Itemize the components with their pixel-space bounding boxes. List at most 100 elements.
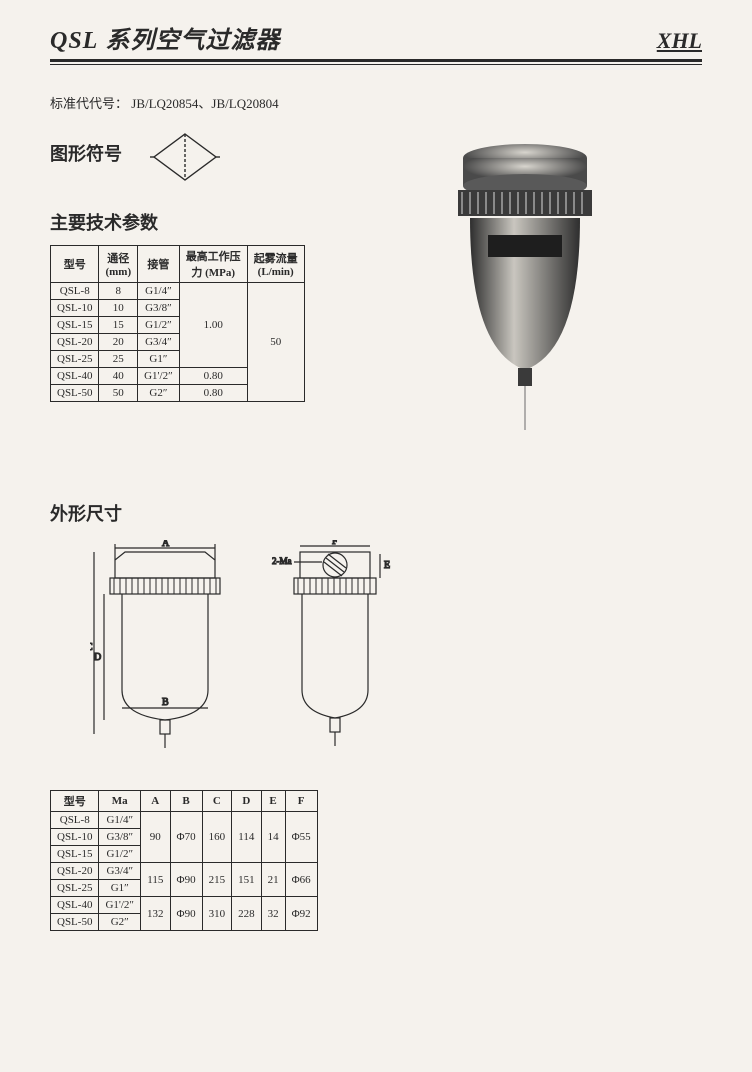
cell: 10 [99, 300, 138, 317]
cell: Φ90 [170, 897, 202, 931]
cell: 160 [202, 812, 232, 863]
cell: 310 [202, 897, 232, 931]
cell: G3/4″ [99, 863, 141, 880]
cell: G1'/2″ [99, 897, 141, 914]
cell: 114 [232, 812, 262, 863]
col-bore: 通径 (mm) [99, 246, 138, 283]
table-row: QSL-8 G1/4″ 90 Φ70 160 114 14 Φ55 [51, 812, 318, 829]
cell: G1'/2″ [138, 368, 180, 385]
svg-text:E: E [384, 560, 390, 571]
cell: QSL-10 [51, 300, 99, 317]
col-thread: 接管 [138, 246, 180, 283]
cell: 228 [232, 897, 262, 931]
params-table: 型号 通径 (mm) 接管 最高工作压 力 (MPa) 起雾流量 (L/min)… [50, 245, 305, 402]
cell: QSL-15 [51, 317, 99, 334]
cell: 115 [141, 863, 171, 897]
cell: QSL-8 [51, 283, 99, 300]
page-header: QSL 系列空气过滤器 XHL [50, 20, 702, 55]
cell: 151 [232, 863, 262, 897]
cell: G1/4″ [99, 812, 141, 829]
cell: QSL-20 [51, 863, 99, 880]
col-f: F [285, 791, 317, 812]
svg-text:F: F [332, 540, 338, 547]
product-photo [430, 140, 620, 430]
table-header-row: 型号 通径 (mm) 接管 最高工作压 力 (MPa) 起雾流量 (L/min) [51, 246, 305, 283]
cell: G3/8″ [138, 300, 180, 317]
graphic-symbol-icon [150, 130, 220, 185]
cell: QSL-50 [51, 385, 99, 402]
cell: 21 [261, 863, 285, 897]
col-model: 型号 [51, 246, 99, 283]
cell-pressure-merged: 1.00 [179, 283, 247, 368]
cell: 32 [261, 897, 285, 931]
cell: QSL-40 [51, 368, 99, 385]
col-model: 型号 [51, 791, 99, 812]
brand-logo: XHL [657, 28, 702, 54]
svg-text:C: C [90, 642, 93, 653]
col-c: C [202, 791, 232, 812]
cell: 15 [99, 317, 138, 334]
section-symbol-heading: 图形符号 [50, 140, 122, 166]
dim-drawing-side-icon: F E 2-Ma [270, 540, 400, 750]
cell: 215 [202, 863, 232, 897]
svg-text:D: D [94, 652, 101, 663]
cell: G1″ [99, 880, 141, 897]
cell: QSL-50 [51, 914, 99, 931]
cell: G1″ [138, 351, 180, 368]
cell: G2″ [99, 914, 141, 931]
col-b: B [170, 791, 202, 812]
cell: Φ66 [285, 863, 317, 897]
cell: 8 [99, 283, 138, 300]
cell: QSL-25 [51, 880, 99, 897]
cell: G1/2″ [99, 846, 141, 863]
dim-drawing-front-icon: A [90, 540, 240, 750]
cell: Φ92 [285, 897, 317, 931]
dimensions-table: 型号 Ma A B C D E F QSL-8 G1/4″ 90 Φ70 160… [50, 790, 318, 931]
filter-photo-icon [430, 140, 620, 430]
cell: 0.80 [179, 368, 247, 385]
cell: QSL-20 [51, 334, 99, 351]
cell: 0.80 [179, 385, 247, 402]
cell: 40 [99, 368, 138, 385]
section-params-heading: 主要技术参数 [50, 209, 390, 235]
table-row: QSL-40 G1'/2″ 132 Φ90 310 228 32 Φ92 [51, 897, 318, 914]
rule-thick [50, 59, 702, 62]
col-flow: 起雾流量 (L/min) [247, 246, 304, 283]
svg-text:2-Ma: 2-Ma [272, 556, 292, 566]
cell: Φ70 [170, 812, 202, 863]
cell: 90 [141, 812, 171, 863]
cell: G2″ [138, 385, 180, 402]
section-dims-heading: 外形尺寸 [50, 500, 702, 526]
cell: G1/4″ [138, 283, 180, 300]
col-ma: Ma [99, 791, 141, 812]
col-pressure: 最高工作压 力 (MPa) [179, 246, 247, 283]
cell: QSL-25 [51, 351, 99, 368]
cell: 25 [99, 351, 138, 368]
rule-thin [50, 64, 702, 65]
standard-codes-line: 标准代代号： JB/LQ20854、JB/LQ20804 [50, 93, 702, 112]
standard-label: 标准代代号： [50, 96, 128, 111]
table-row: QSL-20 G3/4″ 115 Φ90 215 151 21 Φ66 [51, 863, 318, 880]
table-header-row: 型号 Ma A B C D E F [51, 791, 318, 812]
cell: G3/8″ [99, 829, 141, 846]
dimension-drawings: A [90, 540, 702, 750]
cell-flow-merged: 50 [247, 283, 304, 402]
cell: 14 [261, 812, 285, 863]
cell: G3/4″ [138, 334, 180, 351]
cell: QSL-15 [51, 846, 99, 863]
title-chinese: 系列空气过滤器 [105, 28, 280, 54]
cell: G1/2″ [138, 317, 180, 334]
table-row: QSL-8 8 G1/4″ 1.00 50 [51, 283, 305, 300]
cell: 50 [99, 385, 138, 402]
cell: 132 [141, 897, 171, 931]
standard-codes: JB/LQ20854、JB/LQ20804 [131, 96, 278, 111]
cell: 20 [99, 334, 138, 351]
svg-text:B: B [162, 697, 169, 708]
svg-text:A: A [162, 540, 170, 549]
col-e: E [261, 791, 285, 812]
cell: Φ55 [285, 812, 317, 863]
cell: QSL-10 [51, 829, 99, 846]
col-a: A [141, 791, 171, 812]
title-english: QSL [50, 28, 98, 54]
col-d: D [232, 791, 262, 812]
